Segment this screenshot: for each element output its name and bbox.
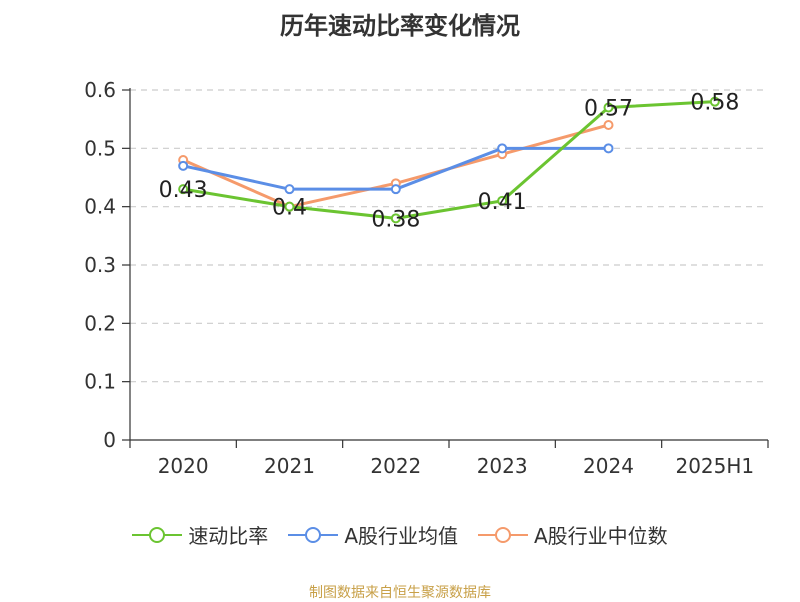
- series-line: [182, 123, 609, 209]
- data-labels: 0.43 0.4 0.38 0.41 0.57 0.58: [159, 91, 740, 233]
- data-label: 0.58: [690, 91, 739, 116]
- legend-item-industry-median[interactable]: A股行业中位数: [478, 520, 668, 549]
- series-lines: [178, 96, 720, 224]
- data-point: [497, 143, 508, 154]
- series-line: [182, 100, 715, 220]
- y-tick-label: 0: [103, 428, 116, 452]
- data-label: 0.38: [371, 207, 420, 232]
- x-tick-label: 2023: [477, 454, 528, 478]
- data-point: [497, 195, 508, 206]
- line-chart: 0 0.1 0.2 0.3 0.4 0.5 0.6 2020 2021 2022 2023 2024 2…: [84, 78, 769, 478]
- legend-item-industry-average[interactable]: A股行业均值: [288, 520, 458, 549]
- x-tick-label: 2024: [583, 454, 634, 478]
- data-label: 0.43: [159, 178, 208, 203]
- x-tick-label: 2022: [370, 454, 421, 478]
- data-point: [178, 184, 189, 195]
- data-label: 0.41: [478, 190, 527, 215]
- legend-label: A股行业中位数: [534, 524, 668, 548]
- legend: 速动比率 A股行业均值 A股行业中位数: [0, 520, 800, 549]
- axes: 0 0.1 0.2 0.3 0.4 0.5 0.6 2020 2021 2022 2023 2024 2…: [84, 78, 769, 478]
- chart-title: 历年速动比率变化情况: [280, 12, 520, 40]
- data-label: 0.57: [584, 97, 633, 122]
- y-tick-label: 0.3: [84, 253, 116, 277]
- legend-item-quick-ratio[interactable]: 速动比率: [132, 520, 268, 549]
- legend-line-icon: [478, 526, 528, 543]
- data-label: 0.4: [272, 196, 307, 221]
- data-point: [603, 143, 614, 154]
- y-tick-label: 0.5: [84, 136, 116, 160]
- data-point: [390, 213, 401, 224]
- x-tick-label: 2020: [158, 454, 209, 478]
- x-tick-label: 2021: [264, 454, 315, 478]
- legend-label: A股行业均值: [344, 524, 458, 548]
- legend-label: 速动比率: [188, 524, 269, 548]
- legend-line-icon: [132, 526, 183, 543]
- data-point: [603, 120, 614, 130]
- y-tick-label: 0.4: [84, 195, 116, 219]
- source-note: 制图数据来自恒生聚源数据库: [309, 585, 491, 601]
- y-tick-label: 0.2: [84, 311, 116, 335]
- legend-line-icon: [288, 526, 339, 543]
- y-tick-label: 0.1: [84, 370, 116, 394]
- grid-lines: [130, 89, 768, 383]
- data-point: [284, 201, 295, 212]
- data-point: [603, 102, 614, 113]
- x-tick-label: 2025H1: [675, 454, 754, 478]
- y-tick-label: 0.6: [84, 78, 116, 102]
- data-point: [709, 96, 720, 107]
- data-point: [284, 184, 295, 195]
- data-point: [178, 160, 189, 171]
- data-point: [390, 184, 401, 195]
